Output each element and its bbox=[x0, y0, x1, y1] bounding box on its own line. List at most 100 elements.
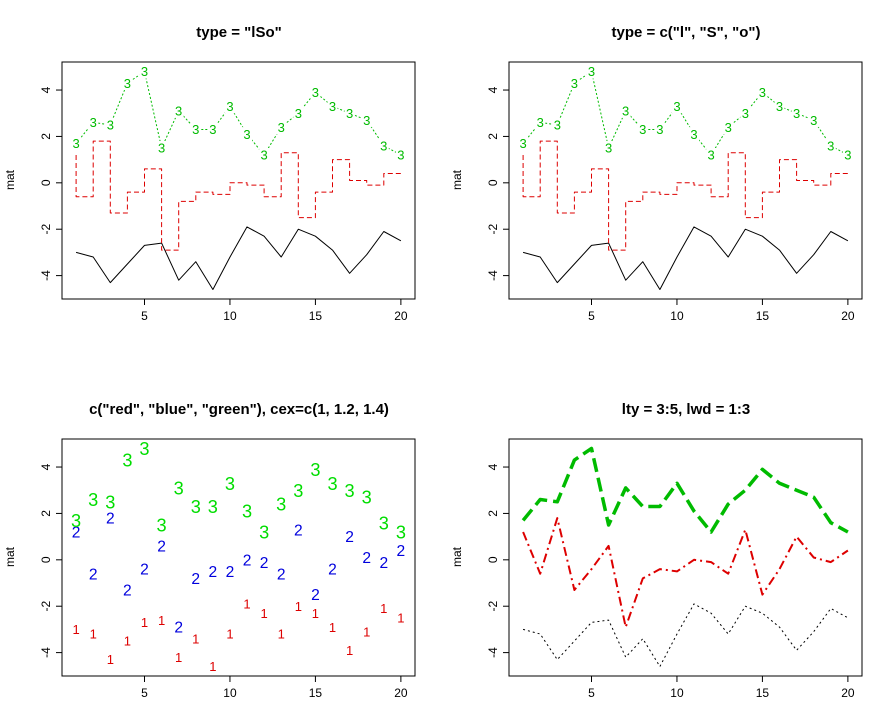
y-tick-label: 0 bbox=[39, 179, 53, 186]
x-tick-label: 15 bbox=[756, 309, 770, 323]
point-knockout bbox=[207, 122, 218, 137]
y-axis-label: mat bbox=[3, 546, 17, 567]
point-knockout bbox=[535, 115, 546, 130]
x-tick-label: 5 bbox=[588, 686, 595, 700]
point-knockout bbox=[105, 117, 116, 132]
point-knockout bbox=[518, 136, 529, 151]
series-2-point: 2 bbox=[72, 525, 81, 542]
plot-frame bbox=[508, 438, 863, 677]
y-tick-label: -4 bbox=[39, 647, 53, 658]
series-3-point: 3 bbox=[520, 136, 527, 151]
series-3-point: 3 bbox=[174, 478, 184, 498]
point-knockout bbox=[620, 103, 631, 118]
y-tick-label: -4 bbox=[39, 270, 53, 281]
series-2-point: 2 bbox=[191, 571, 200, 588]
x-tick-label: 20 bbox=[394, 309, 408, 323]
series-3-point: 3 bbox=[209, 122, 216, 137]
x-tick-label: 5 bbox=[141, 309, 148, 323]
series-3-point: 3 bbox=[793, 106, 800, 121]
series-1-point: 1 bbox=[329, 620, 336, 635]
point-knockout bbox=[242, 127, 253, 142]
y-tick-label: 4 bbox=[486, 463, 500, 470]
series-2-point: 2 bbox=[89, 566, 98, 583]
series-3-point: 3 bbox=[139, 439, 149, 459]
series-3-point: 3 bbox=[588, 64, 595, 79]
series-line-1 bbox=[522, 603, 849, 667]
series-1-point: 1 bbox=[226, 627, 233, 642]
point-knockout bbox=[344, 106, 355, 121]
point-knockout bbox=[791, 106, 802, 121]
series-3-point: 3 bbox=[742, 106, 749, 121]
series-3-point: 3 bbox=[345, 481, 355, 501]
series-3-point: 3 bbox=[346, 106, 353, 121]
y-tick-label: -2 bbox=[39, 224, 53, 235]
series-3-point: 3 bbox=[396, 523, 406, 543]
series-3-point: 3 bbox=[90, 115, 97, 130]
series-1-point: 1 bbox=[90, 627, 97, 642]
point-knockout bbox=[569, 76, 580, 91]
point-knockout bbox=[361, 113, 372, 128]
point-knockout bbox=[224, 99, 235, 114]
x-tick-label: 20 bbox=[841, 309, 855, 323]
series-2-point: 2 bbox=[140, 562, 149, 579]
series-2-point: 2 bbox=[243, 552, 252, 569]
series-3-point: 3 bbox=[73, 136, 80, 151]
series-3-point: 3 bbox=[844, 148, 851, 163]
point-knockout bbox=[378, 138, 389, 153]
series-1-point: 1 bbox=[397, 610, 404, 625]
series-3-point: 3 bbox=[107, 118, 114, 133]
x-tick-label: 15 bbox=[756, 686, 770, 700]
series-3-point: 3 bbox=[537, 115, 544, 130]
series-1-point: 1 bbox=[261, 606, 268, 621]
series-3-point: 3 bbox=[605, 141, 612, 156]
point-knockout bbox=[156, 141, 167, 156]
series-3-point: 3 bbox=[225, 474, 235, 494]
x-tick-label: 20 bbox=[394, 686, 408, 700]
series-3-point: 3 bbox=[226, 99, 233, 114]
point-knockout bbox=[122, 76, 133, 91]
series-3-point: 3 bbox=[276, 495, 286, 515]
y-tick-label: 4 bbox=[39, 86, 53, 93]
point-knockout bbox=[774, 99, 785, 114]
point-knockout bbox=[190, 122, 201, 137]
series-1-point: 1 bbox=[278, 627, 285, 642]
series-2-point: 2 bbox=[397, 543, 406, 560]
series-1-point: 1 bbox=[107, 652, 114, 667]
point-knockout bbox=[706, 147, 717, 162]
series-3-point: 3 bbox=[725, 120, 732, 135]
series-2-point: 2 bbox=[277, 566, 286, 583]
series-3-point: 3 bbox=[379, 513, 389, 533]
series-3-point: 3 bbox=[363, 113, 370, 128]
series-3-point: 3 bbox=[656, 122, 663, 137]
series-3-point: 3 bbox=[122, 451, 132, 471]
y-axis-label: mat bbox=[450, 169, 464, 190]
series-2-point: 2 bbox=[106, 511, 115, 528]
point-knockout bbox=[723, 120, 734, 135]
series-3-point: 3 bbox=[243, 127, 250, 142]
series-2-point: 2 bbox=[311, 587, 320, 604]
point-knockout bbox=[825, 138, 836, 153]
x-tick-label: 5 bbox=[141, 686, 148, 700]
series-1-point: 1 bbox=[346, 643, 353, 658]
point-knockout bbox=[808, 113, 819, 128]
y-tick-label: -2 bbox=[486, 224, 500, 235]
series-2-point: 2 bbox=[123, 583, 132, 600]
y-tick-label: -2 bbox=[39, 601, 53, 612]
series-3-point: 3 bbox=[124, 76, 131, 91]
y-axis-label: mat bbox=[450, 546, 464, 567]
point-knockout bbox=[552, 117, 563, 132]
point-knockout bbox=[139, 64, 150, 79]
series-1-point: 1 bbox=[175, 650, 182, 665]
series-1-point: 1 bbox=[295, 599, 302, 614]
y-tick-label: -4 bbox=[486, 647, 500, 658]
series-2-point: 2 bbox=[226, 564, 235, 581]
x-tick-label: 20 bbox=[841, 686, 855, 700]
series-1-point: 1 bbox=[141, 615, 148, 630]
series-1-point: 1 bbox=[243, 597, 250, 612]
series-line-2 bbox=[522, 517, 849, 629]
series-2-point: 2 bbox=[157, 539, 166, 556]
panel-title: c("red", "blue", "green"), cex=c(1, 1.2,… bbox=[89, 401, 389, 418]
panel-title: type = c("l", "S", "o") bbox=[612, 24, 761, 41]
series-3-point: 3 bbox=[295, 106, 302, 121]
